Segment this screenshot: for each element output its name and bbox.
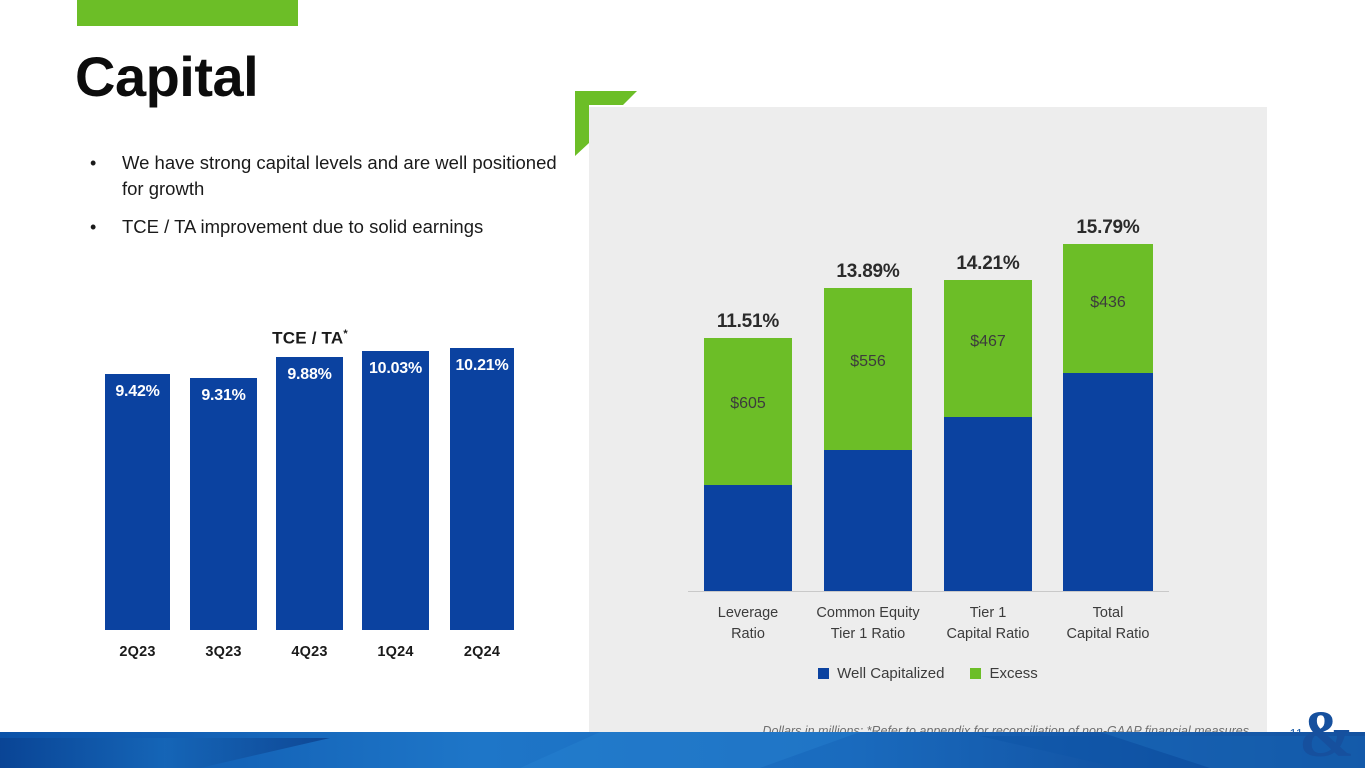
legend-item-excess[interactable]: Excess [970,665,1038,682]
x-tick-label: 2Q23 [119,644,156,660]
x-tick-line-2: Ratio [731,626,765,642]
x-tick-line-1: Leverage [717,605,779,621]
segment-well-capitalized [704,485,792,591]
page-title: Capital [75,45,259,108]
legend-label: Excess [989,665,1038,682]
bar-value-label: 10.03% [368,360,423,377]
ampersand-logo-icon: & [1297,698,1359,768]
bullet-dot-icon: • [90,217,97,237]
bar-group-leverage-ratio: 11.51% $605 [704,311,792,591]
x-tick-line-2: Capital Ratio [946,626,1030,642]
bar-value-label: 10.21% [455,357,509,374]
bar-group-total-capital-ratio: 15.79% $436 [1063,217,1153,591]
bullet-text: TCE / TA improvement due to solid earnin… [122,216,484,237]
x-tick-label-tier-1-capital-ratio: Tier 1 Capital Ratio [922,603,1054,645]
x-tick-line-1: Total [1092,605,1124,621]
svg-text:&: & [1299,698,1354,766]
chart-title-footnote-marker: * [343,328,348,340]
bar-total-label: 13.89% [836,261,900,282]
segment-excess: $605 [704,338,792,485]
bar-2q24: 10.21% [450,348,514,630]
bar-value-label: 9.31% [201,387,246,404]
segment-well-capitalized [1063,373,1153,591]
bottom-wave-decoration [0,732,1365,768]
segment-excess: $467 [944,280,1032,417]
corner-bracket-icon [575,91,637,156]
bar-2q23: 9.42% [105,374,170,630]
x-tick-label: 3Q23 [205,644,242,660]
top-green-accent-bar [77,0,298,26]
legend-swatch-green-icon [970,668,982,679]
x-tick-label-leverage-ratio: Leverage Ratio [684,603,812,645]
x-tick-line-1: Tier 1 [969,605,1007,621]
x-tick-line-2: Capital Ratio [1066,626,1150,642]
bar-total-label: 14.21% [956,253,1020,274]
legend-swatch-blue-icon [818,668,830,679]
x-axis-line [688,591,1169,592]
segment-excess: $436 [1063,244,1153,373]
x-tick-label: 1Q24 [377,644,414,660]
plot-area: 9.42% 2Q23 9.31% 3Q23 9.88% 4Q23 10.03% … [80,346,540,666]
bar-1q24: 10.03% [362,351,429,630]
x-tick-label-common-equity-tier-1-ratio: Common Equity Tier 1 Ratio [798,603,938,645]
x-tick-label: 2Q24 [463,644,501,660]
bar-group-tier-1-capital-ratio: 14.21% $467 [944,253,1032,591]
bullet-list: • We have strong capital levels and are … [84,150,574,252]
bullet-dot-icon: • [90,153,97,173]
bar-group-common-equity-tier-1-ratio: 13.89% $556 [824,261,912,591]
chart-title: TCE / TA* [80,328,540,349]
chart-legend: Well Capitalized Excess [589,665,1267,682]
segment-excess: $556 [824,288,912,450]
x-tick-line-2: Tier 1 Ratio [830,626,906,642]
capital-ratios-stacked-bar-chart: 11.51% $605 Leverage Ratio 13.89% $556 C… [589,107,1267,745]
legend-label: Well Capitalized [837,665,945,682]
bar-total-label: 11.51% [716,311,780,332]
segment-value-label: $605 [730,395,766,412]
tce-ta-bar-chart: TCE / TA* 9.42% 2Q23 9.31% 3Q23 9.88% 4Q… [80,320,550,665]
bar-value-label: 9.88% [287,366,332,383]
segment-value-label: $556 [850,353,886,370]
segment-value-label: $436 [1090,294,1126,311]
x-tick-label: 4Q23 [291,644,328,660]
right-content-panel [589,107,1267,745]
bar-value-label: 9.42% [115,383,160,400]
legend-item-well-capitalized[interactable]: Well Capitalized [818,665,944,682]
bullet-text: We have strong capital levels and are we… [122,152,557,199]
bar-3q23: 9.31% [190,378,257,630]
x-tick-label-total-capital-ratio: Total Capital Ratio [1042,603,1174,645]
bar-4q23: 9.88% [276,357,343,630]
chart-title-text: TCE / TA [272,328,344,348]
x-tick-line-1: Common Equity [816,605,920,621]
list-item: • We have strong capital levels and are … [84,150,574,202]
segment-value-label: $467 [970,333,1006,350]
segment-well-capitalized [944,417,1032,591]
segment-well-capitalized [824,450,912,591]
bar-total-label: 15.79% [1076,217,1140,238]
list-item: • TCE / TA improvement due to solid earn… [84,214,574,240]
